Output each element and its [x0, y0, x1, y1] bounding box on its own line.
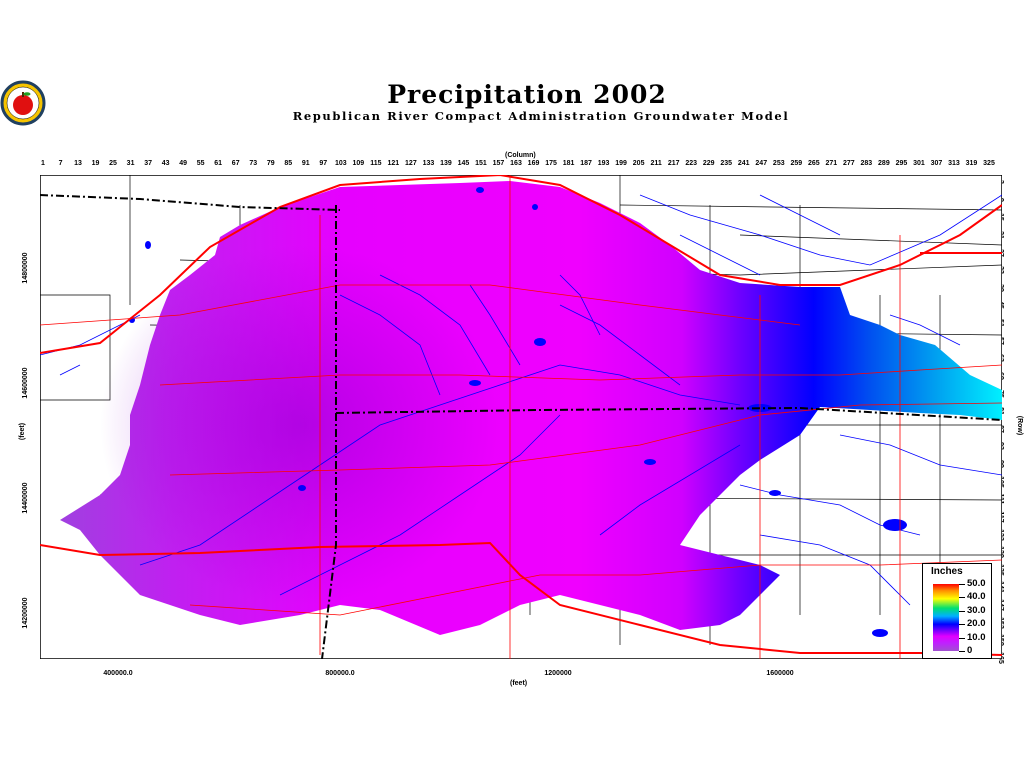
precipitation-map — [40, 175, 1002, 659]
column-tick-label: 157 — [492, 160, 505, 167]
column-tick-label: 205 — [632, 160, 645, 167]
column-tick-label: 85 — [284, 160, 293, 167]
column-tick-label: 151 — [475, 160, 487, 167]
column-tick-label: 295 — [895, 160, 908, 167]
column-tick-label: 7 — [58, 160, 63, 167]
column-tick-label: 319 — [965, 160, 978, 167]
column-tick-label: 163 — [510, 160, 522, 167]
map-title: Precipitation 2002 — [387, 80, 667, 109]
column-tick-label: 277 — [843, 160, 855, 167]
legend-tick — [959, 637, 965, 639]
northing-tick-label: 14400000 — [22, 482, 29, 514]
column-tick-label: 181 — [562, 160, 575, 167]
column-tick-label: 283 — [860, 160, 873, 167]
column-tick-label: 55 — [196, 160, 205, 167]
northing-tick-label: 14600000 — [22, 367, 29, 399]
column-tick-label: 31 — [126, 160, 135, 167]
column-tick-label: 121 — [387, 160, 400, 167]
column-tick-label: 259 — [790, 160, 803, 167]
column-tick-label: 133 — [422, 160, 435, 167]
easting-tick-label: 400000.0 — [103, 670, 133, 677]
column-tick-label: 61 — [214, 160, 223, 167]
column-tick-label: 301 — [913, 160, 925, 167]
map-subtitle: Republican River Compact Administration … — [292, 109, 790, 123]
apple-seal-icon — [0, 80, 46, 126]
column-tick-label: 313 — [948, 160, 960, 167]
agency-logo — [0, 80, 46, 126]
top-axis-label: (Column) — [505, 152, 536, 159]
column-tick-label: 229 — [702, 160, 715, 167]
column-tick-label: 25 — [109, 160, 117, 167]
column-tick-label: 199 — [615, 160, 627, 167]
left-axis-label: (feet) — [19, 422, 27, 441]
column-tick-label: 307 — [930, 160, 943, 167]
column-tick-label: 67 — [231, 160, 240, 167]
map-legend: Inches 50.0 40.0 30.0 20.0 10.0 0 — [922, 563, 992, 659]
legend-label: 0 — [967, 644, 973, 656]
column-tick-label: 115 — [370, 160, 382, 167]
legend-tick — [959, 597, 965, 599]
column-tick-label: 169 — [527, 160, 540, 167]
column-tick-label: 175 — [545, 160, 557, 167]
legend-tick — [959, 584, 965, 585]
legend-label: 40.0 — [967, 591, 986, 603]
column-tick-label: 235 — [720, 160, 733, 167]
legend-label: 50.0 — [967, 577, 986, 589]
column-tick-label: 247 — [755, 160, 768, 167]
legend-label: 20.0 — [967, 618, 986, 630]
column-tick-label: 241 — [737, 160, 750, 167]
low-precip-zone — [100, 245, 500, 605]
column-tick-label: 127 — [405, 160, 417, 167]
legend-tick — [959, 651, 965, 652]
column-tick-label: 91 — [301, 160, 310, 167]
column-tick-label: 49 — [179, 160, 188, 167]
column-tick-label: 43 — [161, 160, 170, 167]
column-tick-label: 103 — [334, 160, 347, 167]
state-boundaries — [40, 194, 1002, 659]
column-tick-label: 325 — [983, 160, 995, 167]
column-tick-label: 187 — [580, 160, 592, 167]
column-tick-label: 271 — [825, 160, 838, 167]
easting-tick-label: 800000.0 — [325, 670, 355, 677]
column-tick-label: 253 — [772, 160, 785, 167]
column-tick-label: 217 — [667, 160, 680, 167]
legend-color-ramp — [933, 584, 959, 651]
column-tick-label: 73 — [249, 160, 258, 167]
right-axis-label: (Row) — [1016, 415, 1024, 436]
legend-title: Inches — [931, 566, 963, 577]
column-tick-label: 139 — [440, 160, 452, 167]
legend-tick — [959, 610, 965, 612]
bottom-axis-label: (feet) — [510, 680, 528, 687]
column-tick-label: 289 — [878, 160, 890, 167]
column-tick-label: 97 — [319, 160, 328, 167]
easting-tick-label: 1600000 — [766, 670, 794, 677]
column-tick-label: 1 — [41, 160, 45, 167]
column-tick-label: 223 — [685, 160, 698, 167]
road-network — [40, 175, 1002, 659]
column-tick-label: 13 — [74, 160, 82, 167]
column-tick-label: 37 — [144, 160, 153, 167]
legend-label: 30.0 — [967, 604, 986, 616]
column-tick-label: 19 — [91, 160, 100, 167]
northing-tick-label: 14800000 — [22, 252, 29, 284]
northing-tick-label: 14200000 — [22, 597, 29, 629]
column-tick-label: 109 — [352, 160, 365, 167]
legend-label: 10.0 — [967, 631, 986, 643]
column-tick-label: 265 — [807, 160, 820, 167]
column-tick-label: 145 — [457, 160, 470, 167]
column-tick-label: 211 — [650, 160, 662, 167]
column-tick-label: 79 — [266, 160, 275, 167]
legend-tick — [959, 624, 965, 626]
easting-tick-label: 1200000 — [544, 670, 572, 677]
column-tick-label: 193 — [597, 160, 610, 167]
